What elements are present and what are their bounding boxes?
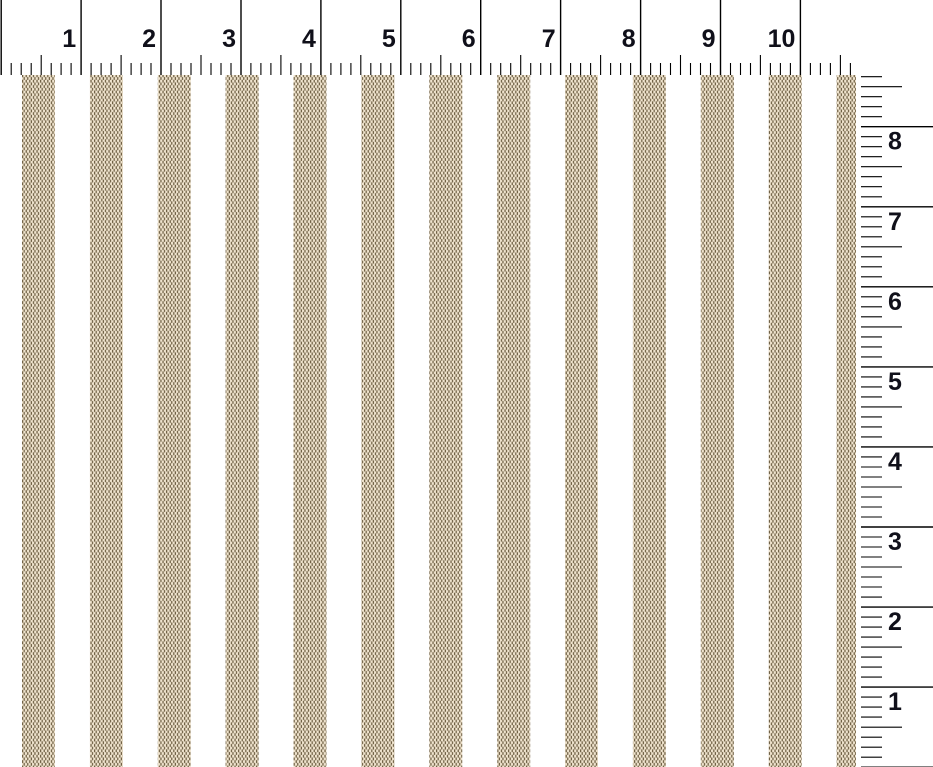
svg-text:9: 9 [702, 25, 716, 53]
svg-text:8: 8 [622, 25, 636, 53]
svg-text:6: 6 [462, 25, 476, 53]
svg-text:1: 1 [62, 25, 76, 53]
svg-text:6: 6 [888, 288, 902, 316]
svg-text:3: 3 [222, 25, 236, 53]
svg-text:3: 3 [888, 528, 902, 556]
svg-text:7: 7 [888, 208, 902, 236]
svg-text:2: 2 [888, 608, 902, 636]
svg-text:4: 4 [302, 25, 316, 53]
svg-text:2: 2 [142, 25, 156, 53]
svg-text:4: 4 [888, 448, 902, 476]
svg-text:5: 5 [888, 368, 902, 396]
svg-text:1: 1 [888, 688, 902, 716]
svg-text:7: 7 [542, 25, 556, 53]
svg-text:10: 10 [768, 25, 796, 53]
svg-text:8: 8 [888, 128, 902, 156]
svg-text:5: 5 [382, 25, 396, 53]
